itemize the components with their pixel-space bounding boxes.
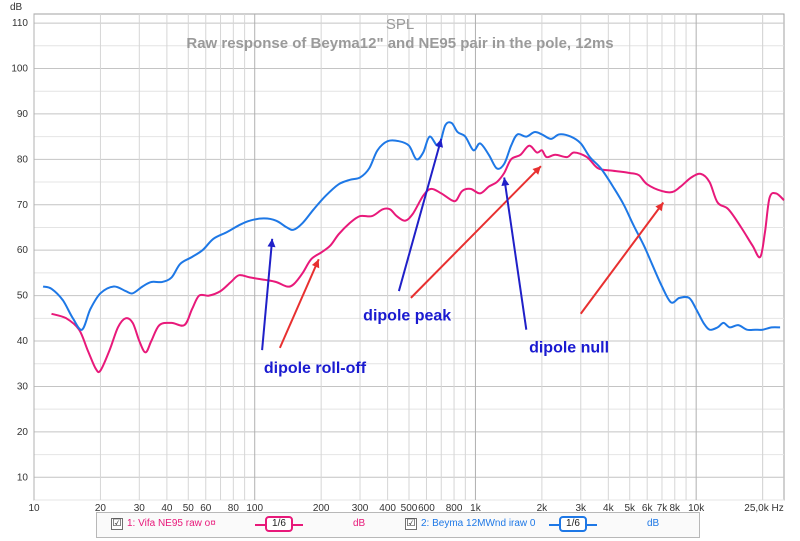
legend-item1-smoothing[interactable]: 1/6 — [265, 516, 293, 532]
annotation-arrowhead — [435, 138, 443, 148]
legend: ☑ 1: Vifa NE95 raw o¤ 1/6 dB ☑ 2: Beyma … — [96, 512, 700, 538]
legend-item1-checkbox[interactable]: ☑ — [111, 518, 123, 530]
x-tick-label: 7k — [657, 503, 669, 514]
x-tick-label: 5k — [624, 503, 636, 514]
y-tick-label: 40 — [17, 336, 29, 347]
y-tick-label: 50 — [17, 291, 29, 302]
annotation-arrows — [261, 138, 665, 351]
x-tick-label: 25,0k Hz — [744, 503, 783, 514]
legend-item2-checkbox[interactable]: ☑ — [405, 518, 417, 530]
annotation-arrow — [261, 238, 274, 351]
annotation-arrowhead — [532, 166, 541, 175]
x-tick-label: 10k — [688, 503, 705, 514]
x-tick-label: 800 — [446, 503, 463, 514]
annotation-label: dipole null — [529, 339, 609, 356]
grid-lines — [33, 14, 784, 501]
y-tick-labels: 10 20 30 40 50 60 70 80 90 100 110 — [11, 18, 28, 483]
x-tick-label: 500 — [401, 503, 418, 514]
x-tick-label: 100 — [246, 503, 263, 514]
x-tick-label: 6k — [642, 503, 654, 514]
x-tick-label: 600 — [418, 503, 435, 514]
y-tick-label: 90 — [17, 109, 29, 120]
x-tick-label: 300 — [352, 503, 369, 514]
series-line-1 — [51, 144, 785, 374]
annotation-arrowhead — [501, 177, 510, 186]
y-unit-label: dB — [10, 2, 23, 13]
annotation-label: dipole peak — [363, 308, 451, 325]
chart-title: SPL — [386, 16, 414, 33]
x-tick-label: 4k — [603, 503, 615, 514]
x-tick-label: 50 — [183, 503, 195, 514]
annotation-arrowhead — [655, 202, 664, 212]
x-tick-label: 8k — [669, 503, 681, 514]
annotation-arrow — [503, 177, 528, 330]
x-tick-label: 2k — [537, 503, 549, 514]
legend-item2-unit: dB — [647, 518, 660, 529]
legend-item1-unit: dB — [353, 518, 366, 529]
legend-item2-label: 2: Beyma 12MWnd iraw 0 — [421, 518, 536, 529]
annotation-arrow — [579, 201, 665, 315]
x-tick-label: 40 — [161, 503, 173, 514]
x-tick-label: 200 — [313, 503, 330, 514]
legend-item1-label: 1: Vifa NE95 raw o¤ — [127, 518, 216, 529]
legend-item1-line-end — [293, 524, 303, 526]
annotation-arrowhead — [311, 259, 320, 269]
y-tick-label: 20 — [17, 427, 29, 438]
x-tick-label: 400 — [379, 503, 396, 514]
chart-subtitle: Raw response of Beyma12" and NE95 pair i… — [186, 35, 613, 52]
x-tick-label: 1k — [470, 503, 482, 514]
annotation-arrow — [397, 138, 443, 292]
legend-item2-smoothing[interactable]: 1/6 — [559, 516, 587, 532]
x-tick-label: 10 — [28, 503, 40, 514]
y-tick-label: 80 — [17, 154, 29, 165]
x-tick-label: 60 — [200, 503, 212, 514]
legend-item2-line — [549, 524, 559, 526]
y-tick-label: 110 — [12, 18, 28, 29]
y-tick-label: 100 — [11, 64, 28, 75]
annotation-label: dipole roll-off — [264, 360, 367, 377]
x-tick-labels: 10 20 30 40 50 60 80 100 200 300 400 500 600 800 1k 2k 3… — [28, 503, 783, 514]
y-tick-label: 10 — [17, 472, 29, 483]
x-tick-label: 30 — [134, 503, 146, 514]
annotation-arrow — [410, 165, 542, 299]
annotation-arrowhead — [267, 238, 276, 248]
x-tick-label: 3k — [575, 503, 587, 514]
annotation-labels: dipole roll-off dipole peak dipole null — [264, 308, 609, 377]
series-line-2 — [42, 121, 781, 332]
annotation-arrow — [278, 258, 320, 349]
y-tick-label: 60 — [17, 245, 29, 256]
x-tick-label: 20 — [95, 503, 107, 514]
y-tick-label: 70 — [17, 200, 29, 211]
x-tick-label: 80 — [228, 503, 240, 514]
series-lines — [42, 121, 785, 374]
y-tick-label: 30 — [17, 381, 29, 392]
legend-item2-line-end — [587, 524, 597, 526]
legend-item1-line — [255, 524, 265, 526]
